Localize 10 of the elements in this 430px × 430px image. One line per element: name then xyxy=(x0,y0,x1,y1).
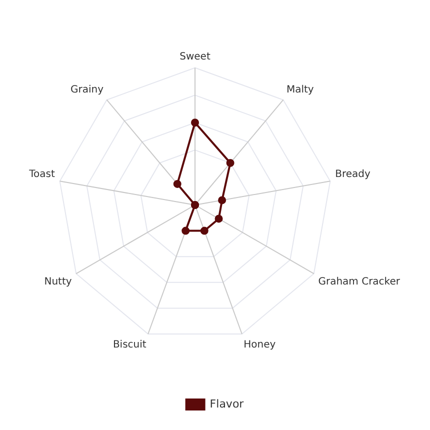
spoke-label: Grainy xyxy=(70,84,104,96)
spoke-label: Honey xyxy=(244,339,276,350)
legend-label: Flavor xyxy=(210,397,244,410)
spoke-label: Biscuit xyxy=(112,339,146,350)
spoke-label: Nutty xyxy=(44,276,72,288)
spoke-label: Bready xyxy=(335,168,370,180)
spoke-label: Sweet xyxy=(180,51,210,62)
spoke-label: Graham Cracker xyxy=(318,276,401,288)
spoke-label: Malty xyxy=(286,84,314,96)
spoke-label: Toast xyxy=(28,168,55,180)
